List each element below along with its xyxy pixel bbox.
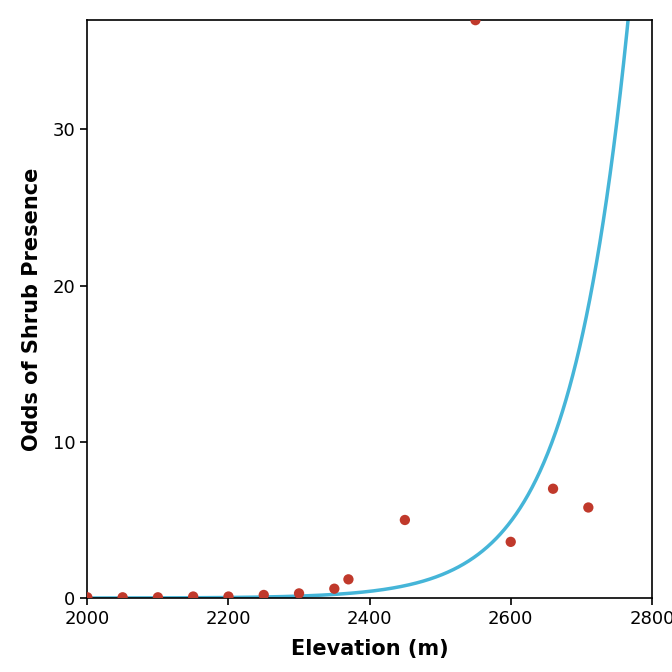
Point (343, 574, 353, 585)
Point (153, 592, 163, 603)
Y-axis label: Odds of Shrub Presence: Odds of Shrub Presence (22, 167, 42, 451)
Point (505, 536, 516, 547)
Point (548, 483, 558, 494)
Point (399, 515, 410, 526)
Point (329, 583, 339, 594)
Point (470, 15, 480, 26)
Point (456, 7, 466, 17)
Point (223, 591, 234, 602)
Point (258, 589, 269, 600)
Point (294, 588, 304, 599)
Point (187, 591, 198, 602)
Point (583, 502, 593, 513)
X-axis label: Elevation (m): Elevation (m) (291, 639, 448, 659)
Point (117, 592, 128, 603)
Point (82, 592, 93, 603)
